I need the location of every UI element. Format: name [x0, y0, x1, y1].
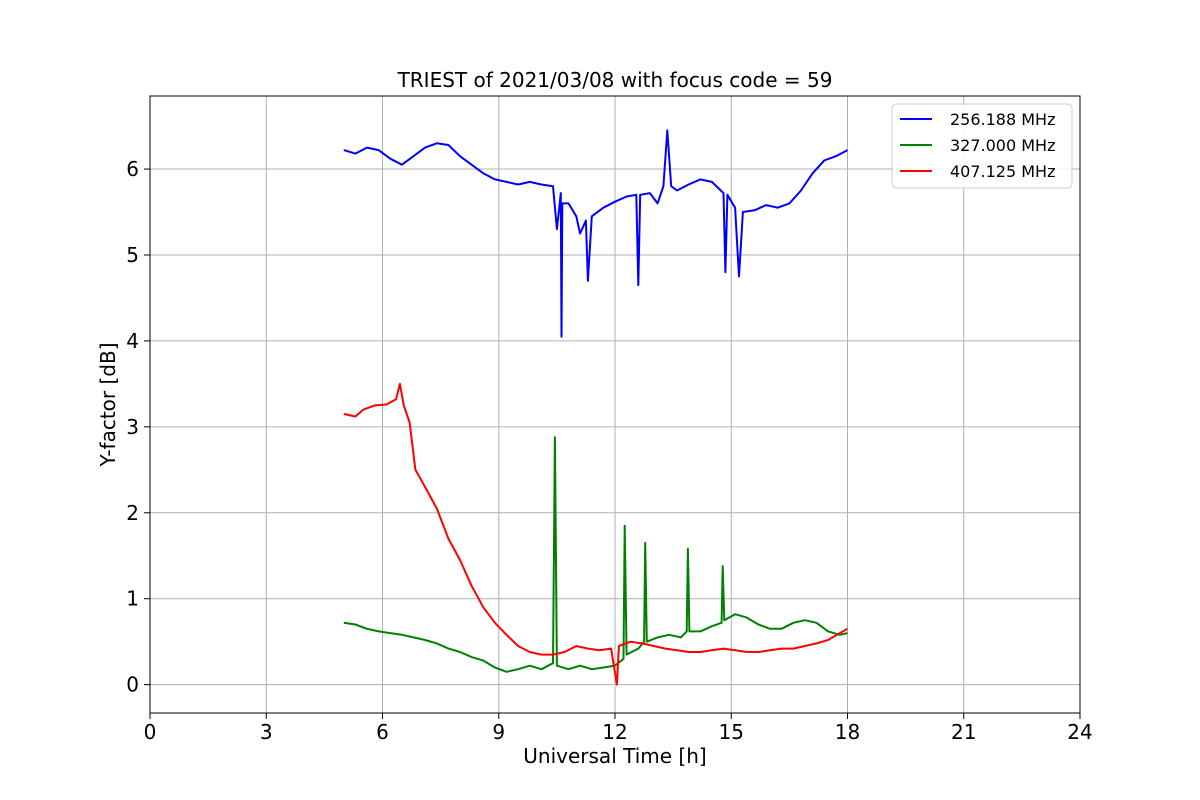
x-axis-label: Universal Time [h] — [523, 744, 706, 768]
y-tick-label: 2 — [126, 501, 139, 525]
y-tick-label: 6 — [126, 157, 139, 181]
y-tick-label: 3 — [126, 415, 139, 439]
series-layer — [343, 129, 848, 686]
series-line-2 — [343, 436, 848, 673]
x-tick-label: 15 — [719, 720, 744, 744]
chart-title: TRIEST of 2021/03/08 with focus code = 5… — [397, 68, 833, 92]
x-tick-label: 0 — [144, 720, 157, 744]
legend-box — [891, 103, 1073, 189]
x-tick-label: 18 — [835, 720, 860, 744]
grid — [149, 96, 1081, 713]
series-line-1 — [343, 129, 848, 338]
y-tick-label: 5 — [126, 243, 139, 267]
x-tick-label: 3 — [260, 720, 273, 744]
y-axis-label: Y-factor [dB] — [96, 342, 120, 467]
x-tick-label: 9 — [492, 720, 505, 744]
series-line-3 — [343, 382, 848, 686]
legend-label: 256.188 MHz — [950, 110, 1055, 129]
y-tick-label: 0 — [126, 673, 139, 697]
legend-label: 327.000 MHz — [950, 136, 1055, 155]
x-tick-label: 21 — [951, 720, 976, 744]
x-tick-label: 24 — [1067, 720, 1092, 744]
y-tick-label: 1 — [126, 587, 139, 611]
x-tick-label: 12 — [602, 720, 627, 744]
y-tick-label: 4 — [126, 329, 139, 353]
x-tick-label: 6 — [376, 720, 389, 744]
legend: 256.188 MHz 327.000 MHz 407.125 MHz — [891, 103, 1073, 189]
legend-label: 407.125 MHz — [950, 162, 1055, 181]
